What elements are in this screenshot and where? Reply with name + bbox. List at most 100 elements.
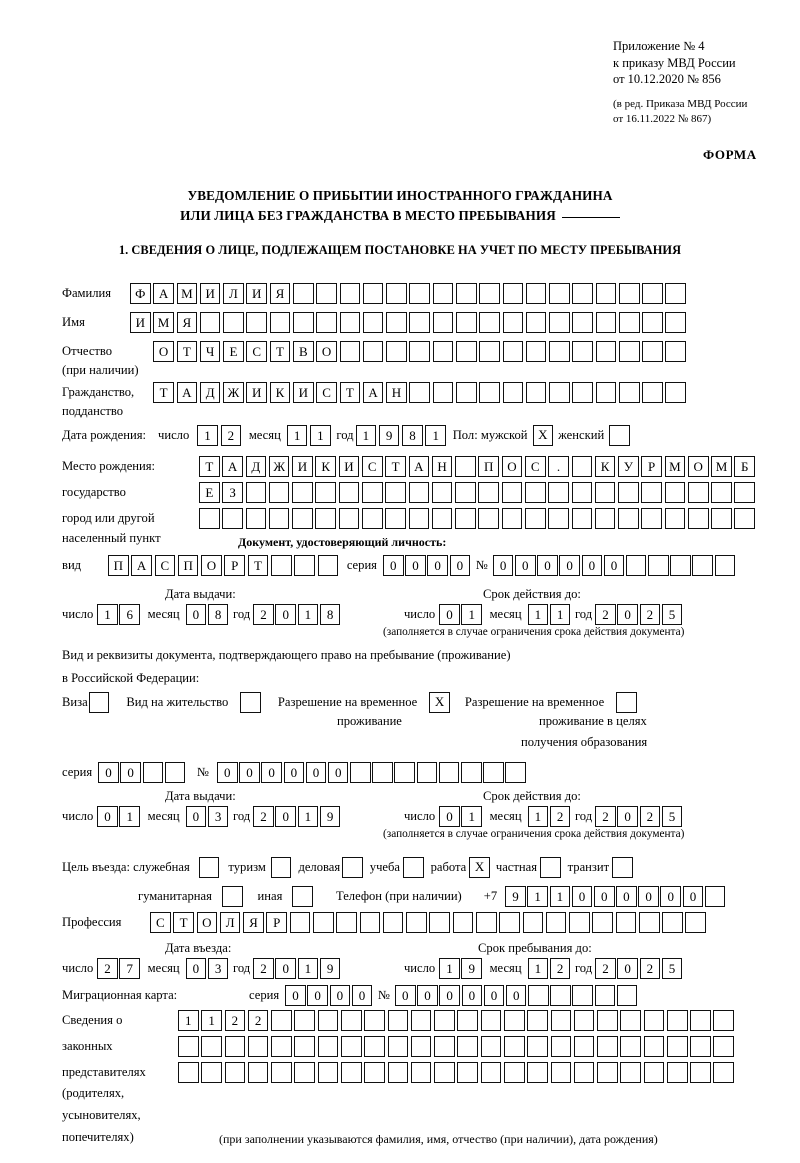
form-cell[interactable] [292,508,313,529]
form-cell[interactable] [409,341,430,362]
form-cell[interactable] [294,1062,315,1083]
form-cell[interactable] [268,482,290,503]
form-cell[interactable] [294,1010,315,1031]
form-cell[interactable]: М [711,456,732,477]
form-cell[interactable]: Ж [223,382,244,403]
form-cell[interactable] [480,1062,502,1083]
form-cell[interactable]: 2 [253,806,274,827]
form-cell[interactable] [704,886,726,907]
form-cell[interactable]: . [548,456,569,477]
form-cell[interactable] [387,1062,409,1083]
form-cell[interactable]: Ч [199,341,221,362]
form-cell[interactable]: 2 [97,958,118,979]
form-cell[interactable] [597,1036,618,1057]
form-cell[interactable] [713,1010,735,1031]
form-cell[interactable]: А [222,456,243,477]
form-cell[interactable]: 0 [351,985,373,1006]
form-cell[interactable] [409,312,430,333]
residence-permit-checkbox[interactable] [240,692,261,713]
form-cell[interactable] [387,1010,409,1031]
form-cell[interactable] [455,312,477,333]
form-cell[interactable]: 8 [402,425,423,446]
form-cell[interactable] [549,382,570,403]
form-cell[interactable] [503,1036,525,1057]
form-cell[interactable] [597,1062,618,1083]
form-cell[interactable]: Т [176,341,198,362]
form-cell[interactable] [501,482,523,503]
form-cell[interactable]: С [246,341,268,362]
form-cell[interactable]: 2 [639,958,661,979]
form-cell[interactable]: 0 [638,886,659,907]
form-cell[interactable] [315,508,336,529]
form-cell[interactable] [502,382,524,403]
form-cell[interactable] [461,762,482,783]
form-cell[interactable] [394,762,416,783]
form-cell[interactable]: 0 [617,604,638,625]
form-cell[interactable] [317,1010,339,1031]
form-cell[interactable]: 0 [559,555,580,576]
form-cell[interactable] [503,1010,525,1031]
form-cell[interactable] [545,912,567,933]
form-cell[interactable] [713,1036,735,1057]
form-cell[interactable]: 3 [207,806,229,827]
form-cell[interactable] [431,508,453,529]
form-cell[interactable]: 8 [207,604,229,625]
form-cell[interactable] [386,341,407,362]
form-cell[interactable]: 0 [285,985,306,1006]
form-cell[interactable]: 0 [617,958,638,979]
form-cell[interactable] [573,1062,595,1083]
form-cell[interactable] [317,555,339,576]
form-cell[interactable]: 0 [449,555,471,576]
form-cell[interactable]: 0 [97,806,118,827]
form-cell[interactable] [665,312,687,333]
form-cell[interactable]: И [338,456,360,477]
form-cell[interactable]: 5 [661,806,683,827]
form-cell[interactable] [625,555,647,576]
form-cell[interactable] [664,508,686,529]
form-cell[interactable] [572,985,594,1006]
form-cell[interactable] [618,482,639,503]
form-cell[interactable] [548,482,569,503]
form-cell[interactable] [550,1036,572,1057]
form-cell[interactable] [643,1062,665,1083]
form-cell[interactable] [340,1062,362,1083]
form-cell[interactable] [595,341,617,362]
form-cell[interactable]: О [501,456,523,477]
form-cell[interactable] [597,1010,618,1031]
form-cell[interactable] [690,1010,711,1031]
form-cell[interactable] [528,985,549,1006]
form-cell[interactable]: Л [223,283,244,304]
form-cell[interactable] [592,912,613,933]
form-cell[interactable] [269,312,291,333]
form-cell[interactable]: 2 [253,604,274,625]
legal-rep-row-2-cells[interactable] [178,1036,737,1057]
purpose-private-checkbox[interactable] [540,857,561,878]
form-cell[interactable]: 1 [197,425,218,446]
form-cell[interactable] [643,1036,665,1057]
form-cell[interactable] [457,1062,478,1083]
form-cell[interactable] [245,508,267,529]
form-cell[interactable] [432,312,454,333]
form-cell[interactable] [338,508,360,529]
form-cell[interactable] [594,985,616,1006]
form-cell[interactable]: 0 [461,985,483,1006]
form-cell[interactable] [294,555,315,576]
form-cell[interactable] [479,283,500,304]
form-cell[interactable] [618,382,640,403]
form-cell[interactable] [664,482,686,503]
form-cell[interactable]: М [664,456,686,477]
form-cell[interactable] [455,341,477,362]
form-cell[interactable] [522,912,544,933]
form-cell[interactable]: 1 [286,425,308,446]
form-cell[interactable]: 2 [639,604,661,625]
